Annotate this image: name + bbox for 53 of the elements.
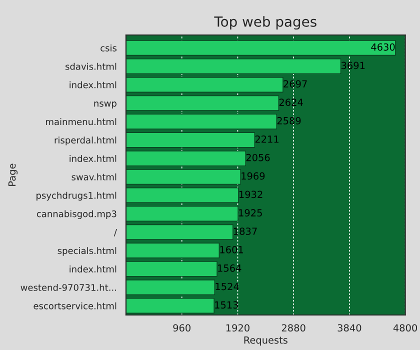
data-label: 1837: [234, 228, 257, 235]
x-tick-label: 1920: [226, 324, 250, 332]
y-axis-title: Page: [8, 164, 18, 186]
y-tick-label: /: [114, 228, 117, 236]
y-tick-label: index.html: [70, 266, 116, 273]
data-label: 2589: [277, 117, 301, 124]
bar: [126, 224, 234, 240]
data-label: 2697: [284, 80, 307, 88]
bar: [126, 132, 256, 148]
bar: [126, 206, 238, 222]
y-tick-label: psychdrugs1.html: [36, 192, 116, 201]
data-label: 4630: [371, 43, 395, 51]
data-label: 1932: [239, 190, 262, 198]
data-label: 2624: [279, 98, 303, 106]
x-tick-label: 4800: [393, 324, 418, 332]
y-tick-label: specials.html: [58, 247, 116, 256]
y-tick-label: mainmenu.html: [46, 118, 116, 126]
bar: [126, 58, 342, 74]
bar: [126, 261, 218, 277]
bar: [126, 242, 220, 258]
y-tick-label: index.html: [70, 81, 116, 88]
bar: [126, 77, 284, 92]
y-tick-label: nswp: [94, 102, 116, 108]
y-tick-label: index.html: [70, 154, 116, 162]
y-tick-label: risperdal.html: [54, 136, 116, 146]
bar: [126, 150, 246, 166]
y-tick-label: swav.html: [72, 173, 116, 180]
y-tick-label: escortservice.html: [34, 302, 116, 310]
data-label: 1513: [215, 301, 238, 309]
chart-title: Top web pages: [214, 16, 316, 30]
bar: [126, 280, 216, 296]
bar: [126, 298, 214, 314]
x-tick-label: 960: [173, 324, 190, 332]
data-label: 2211: [255, 135, 278, 143]
y-tick-label: cannabisgod.mp3: [36, 210, 116, 219]
data-label: 1969: [242, 172, 265, 180]
bar: [126, 188, 239, 203]
y-tick-label: sdavis.html: [66, 62, 116, 70]
y-tick-label: westend-970731.ht...: [20, 284, 116, 291]
x-tick-label: 2880: [282, 324, 306, 332]
y-tick-label: csis: [100, 44, 117, 52]
data-label: 2056: [246, 154, 270, 162]
x-axis-title: Requests: [244, 336, 288, 346]
data-label: 1524: [216, 282, 239, 290]
x-tick-label: 3840: [338, 324, 362, 332]
data-label: 1564: [218, 264, 242, 272]
data-label: 3691: [342, 62, 365, 70]
bar: [126, 40, 396, 56]
data-label: 1601: [220, 246, 244, 254]
bar: [126, 169, 241, 185]
bar: [126, 95, 280, 111]
bar: [126, 114, 277, 130]
data-label: 1925: [239, 209, 262, 217]
